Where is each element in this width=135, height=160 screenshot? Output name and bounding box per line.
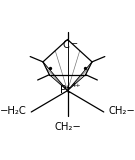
Text: −H₂C: −H₂C: [0, 106, 27, 116]
Text: 4+: 4+: [72, 83, 81, 88]
Text: CH₂−: CH₂−: [54, 122, 81, 132]
Text: CH₂−: CH₂−: [108, 106, 135, 116]
Text: −: −: [70, 39, 77, 48]
Text: C: C: [63, 40, 70, 50]
Text: Pt: Pt: [60, 85, 70, 95]
